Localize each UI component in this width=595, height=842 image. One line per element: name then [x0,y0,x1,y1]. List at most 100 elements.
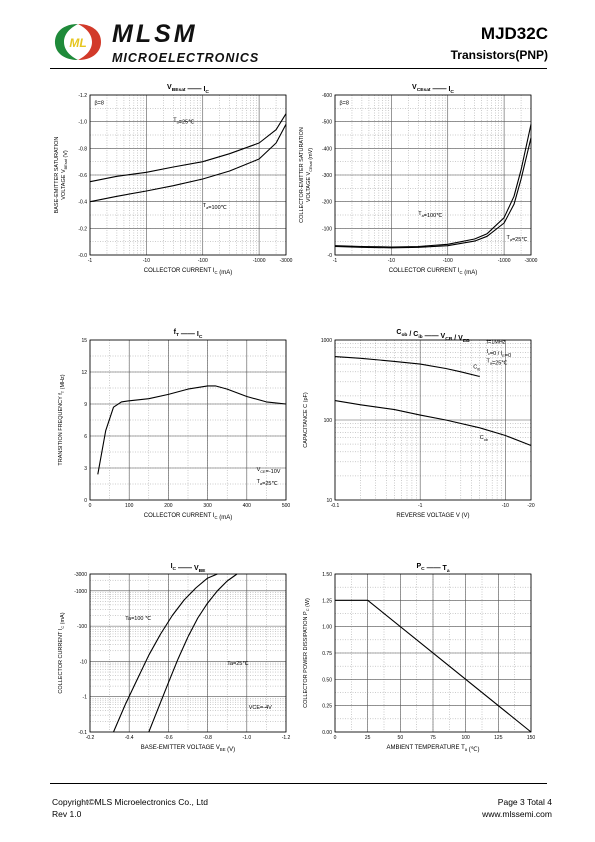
y-axis-label-group: COLLECTOR-EMITTER SATURATION VOLTAGE VCEs… [299,127,314,223]
y-tick-label: 1.25 [322,598,332,604]
chart-ic_vbe: -0.2 -0.4 -0.6 -0.8 -1.0 -1.2 -0.1 -1 -10 -100 -10… [58,563,291,753]
y-tick-label: 0.00 [322,730,332,736]
series-line-100 [89,124,287,203]
y-tick-label: -3000 [74,572,87,578]
x-tick-label: -1.2 [282,735,291,741]
series-line-pc [335,599,532,733]
y-axis-label-group: CAPACITANCE C (pF) [303,392,309,448]
x-tick-label: -1000 [253,258,266,264]
y-tick-label: -0.8 [78,146,87,152]
x-axis-label: COLLECTOR CURRENT IC (mA) [144,513,233,521]
x-tick-label: -10 [388,258,395,264]
chart-annotation: Ta=25℃ [486,359,508,367]
y-tick-label: -200 [322,200,332,206]
series-line-25 [89,113,287,183]
x-axis-label: AMBIENT TEMPERATURE Ta (℃) [387,745,480,753]
x-tick-label: -0.1 [331,503,340,509]
grid-lines [90,574,286,732]
series-line-ft [97,385,287,475]
chart-pc_ta: 0 25 50 75 100 125 150 0.00 0.25 0.50 0.75 1.00 1.25… [303,563,535,753]
x-axis-label: REVERSE VOLTAGE V (V) [396,513,469,519]
y-tick-label: 1.00 [322,625,332,631]
y-axis-label: BASE-EMITTER SATURATION [54,137,60,214]
company-logo: ML [54,24,102,60]
y-tick-label: 9 [84,402,87,408]
chart-title: Cob / Cib —— VCB / VEB [396,329,470,344]
y-tick-label: -100 [77,624,87,630]
x-tick-label: 500 [282,503,291,509]
chart-vcesat: -1 -10 -100 -1000 -3000 -0 -100 -200 -300 -400 -50… [299,84,538,276]
series-line-25 [148,573,238,733]
footer-rule [50,783,547,784]
y-tick-label: 6 [84,434,87,440]
plot-frame [89,94,287,256]
chart-annotation: β=8 [94,100,103,106]
x-tick-label: 50 [398,735,404,741]
x-axis-label: BASE-EMITTER VOLTAGE VBE (V) [141,745,235,753]
y-tick-label: 15 [81,338,87,344]
copyright-text: Copyright©MLS Microelectronics Co., Ltd [52,797,209,807]
chart-annotation: β=8 [339,100,348,106]
y-tick-label: 0.50 [322,677,332,683]
y-tick-label: -0 [328,253,333,259]
chart-annotation: Ic=0 / IE=0 [486,349,511,359]
y-axis-label-group: TRANSITION FREQUENCY fT (MHz) [58,374,66,465]
y-axis-label: TRANSITION FREQUENCY fT (MHz) [58,374,66,465]
plot-frame [334,94,532,256]
x-tick-label: 200 [164,503,173,509]
y-tick-label: 10 [326,498,332,504]
y-tick-label: -10 [80,659,87,665]
y-tick-label: 1.50 [322,572,332,578]
header-rule [50,68,547,69]
y-tick-label: -1000 [74,589,87,595]
series-line-Cob [334,400,532,447]
series-line-25 [334,137,532,249]
chart-annotation: Ta=25℃ [227,661,249,667]
x-tick-label: -0.6 [164,735,173,741]
chart-ft: 0 100 200 300 400 500 0 3 6 9 12 15 fT —— IC COLLECTO… [58,329,290,521]
x-tick-label: -3000 [280,258,293,264]
grid-lines [90,340,286,500]
y-tick-label: -0.6 [78,173,87,179]
x-tick-label: -1000 [498,258,511,264]
y-axis-label-group: COLLECTOR CURRENT IC (mA) [58,612,66,693]
y-axis-label-group: COLLECTOR POWER DISSIPATION PC (W) [303,598,311,708]
chart-annotation: VCE=-4V [249,705,272,711]
x-tick-label: 150 [527,735,536,741]
chart-annotation: Cib [473,365,480,372]
x-tick-label: 125 [494,735,503,741]
chart-title: VCEsat —— IC [412,84,454,95]
y-axis-label: COLLECTOR CURRENT IC (mA) [58,612,66,693]
website-link[interactable]: www.mlssemi.com [482,809,552,819]
y-tick-label: -500 [322,120,332,126]
y-tick-label: -400 [322,146,332,152]
y-axis-label: COLLECTOR-EMITTER SATURATION [299,127,305,223]
chart-cap: -0.1 -1 -10 -20 10 100 1000 Cob / Cib —— VCB / … [303,329,535,519]
y-tick-label: -300 [322,173,332,179]
chart-vbesat: -1 -10 -100 -1000 -3000 -0.0 -0.2 -0.4 -0.6 -0.8 -… [54,84,293,276]
plot-frame [334,339,532,501]
brand-subtitle: MICROELECTRONICS [112,51,260,65]
chart-annotation: Ta=100℃ [418,211,443,219]
brand-name: MLSM [112,20,198,48]
chart-title: PC —— Ta [416,563,449,574]
revision-text: Rev 1.0 [52,809,82,819]
chart-title: fT —— IC [174,329,203,340]
x-tick-label: -1 [418,503,423,509]
y-tick-label: 3 [84,466,87,472]
x-tick-label: -100 [443,258,453,264]
y-tick-label: -600 [322,93,332,99]
x-tick-label: 100 [461,735,470,741]
x-tick-label: -100 [198,258,208,264]
x-tick-label: -0.8 [203,735,212,741]
y-axis-label: CAPACITANCE C (pF) [303,392,309,448]
x-tick-label: -0.2 [86,735,95,741]
y-axis-label-group: BASE-EMITTER SATURATION VOLTAGE VBEsat (V… [54,137,69,214]
y-tick-label: 0 [84,498,87,504]
chart-annotation: Ta=25℃ [173,118,195,126]
chart-annotation: Ta=25℃ [257,479,279,487]
y-tick-label: -1.2 [78,93,87,99]
chart-annotation: f=1MHz [486,340,505,346]
x-tick-label: 75 [430,735,436,741]
